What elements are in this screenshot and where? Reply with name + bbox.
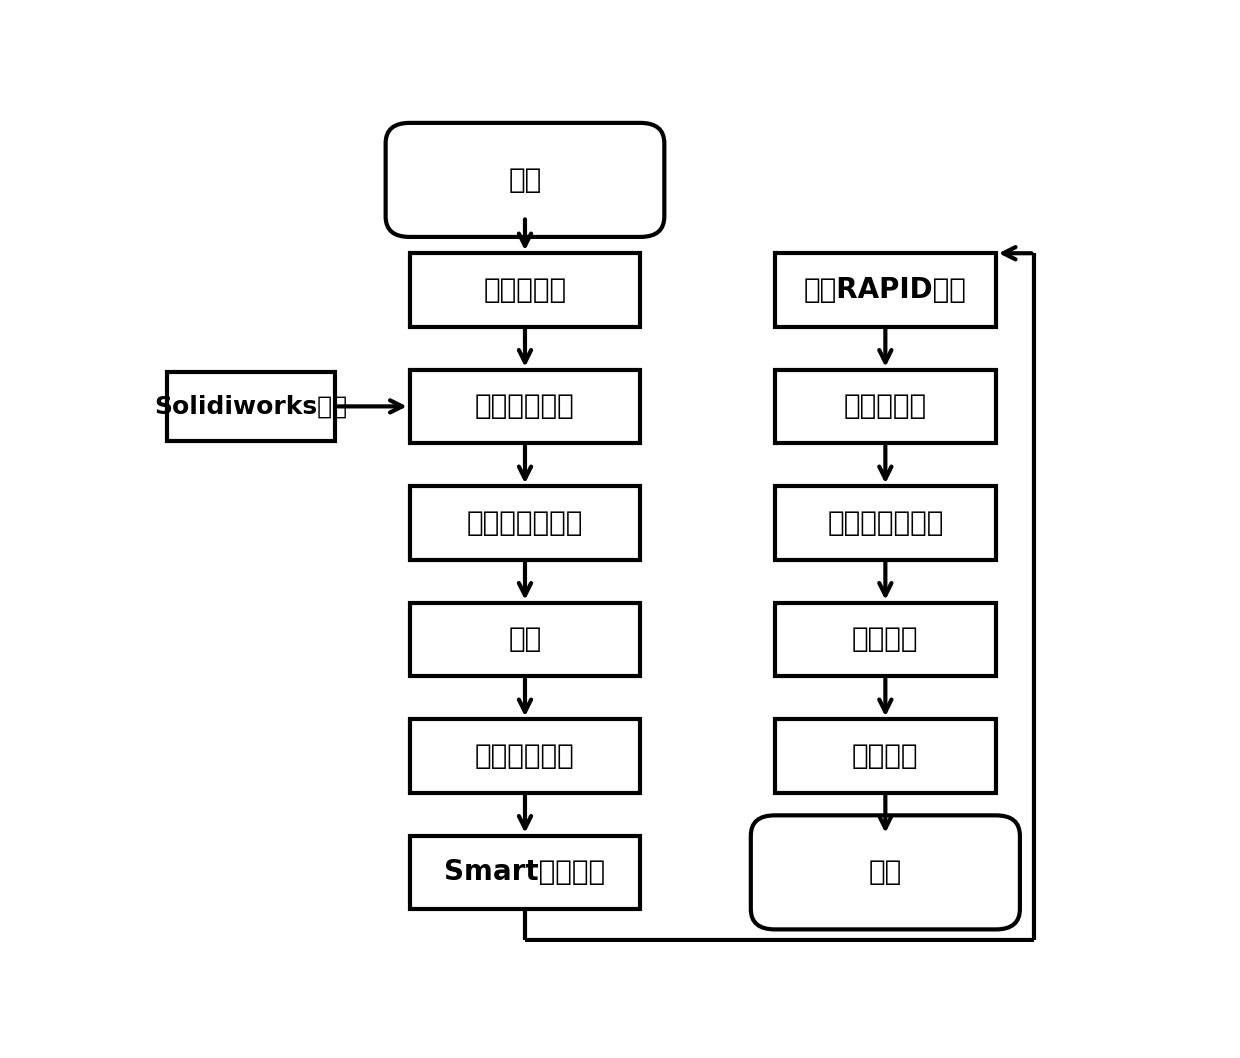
Bar: [409, 836, 640, 909]
Bar: [775, 487, 996, 560]
Text: 调试系统: 调试系统: [852, 625, 919, 654]
Text: 结束: 结束: [869, 858, 901, 887]
Text: 编写RAPID程序: 编写RAPID程序: [804, 276, 967, 304]
Bar: [409, 369, 640, 443]
Bar: [409, 253, 640, 327]
Text: Smart组件设计: Smart组件设计: [444, 858, 605, 887]
Bar: [409, 603, 640, 676]
FancyBboxPatch shape: [751, 816, 1019, 929]
Bar: [775, 603, 996, 676]
Bar: [409, 719, 640, 792]
Bar: [775, 719, 996, 792]
Text: 导人仿真模型: 导人仿真模型: [475, 393, 575, 420]
Text: 运行系统: 运行系统: [852, 742, 919, 770]
Bar: [775, 253, 996, 327]
Text: 建空工作站: 建空工作站: [484, 276, 567, 304]
Bar: [167, 371, 335, 441]
Text: Solidiworks建模: Solidiworks建模: [155, 395, 347, 418]
FancyBboxPatch shape: [386, 123, 665, 237]
Text: 布局: 布局: [508, 625, 542, 654]
Text: 导人机器人模型: 导人机器人模型: [466, 509, 583, 536]
Text: 开始: 开始: [508, 166, 542, 194]
Text: 示教目标点: 示教目标点: [843, 393, 928, 420]
Bar: [409, 487, 640, 560]
Text: 配置系统参数: 配置系统参数: [475, 742, 575, 770]
Bar: [775, 369, 996, 443]
Text: 设置工作站逻辑: 设置工作站逻辑: [827, 509, 944, 536]
